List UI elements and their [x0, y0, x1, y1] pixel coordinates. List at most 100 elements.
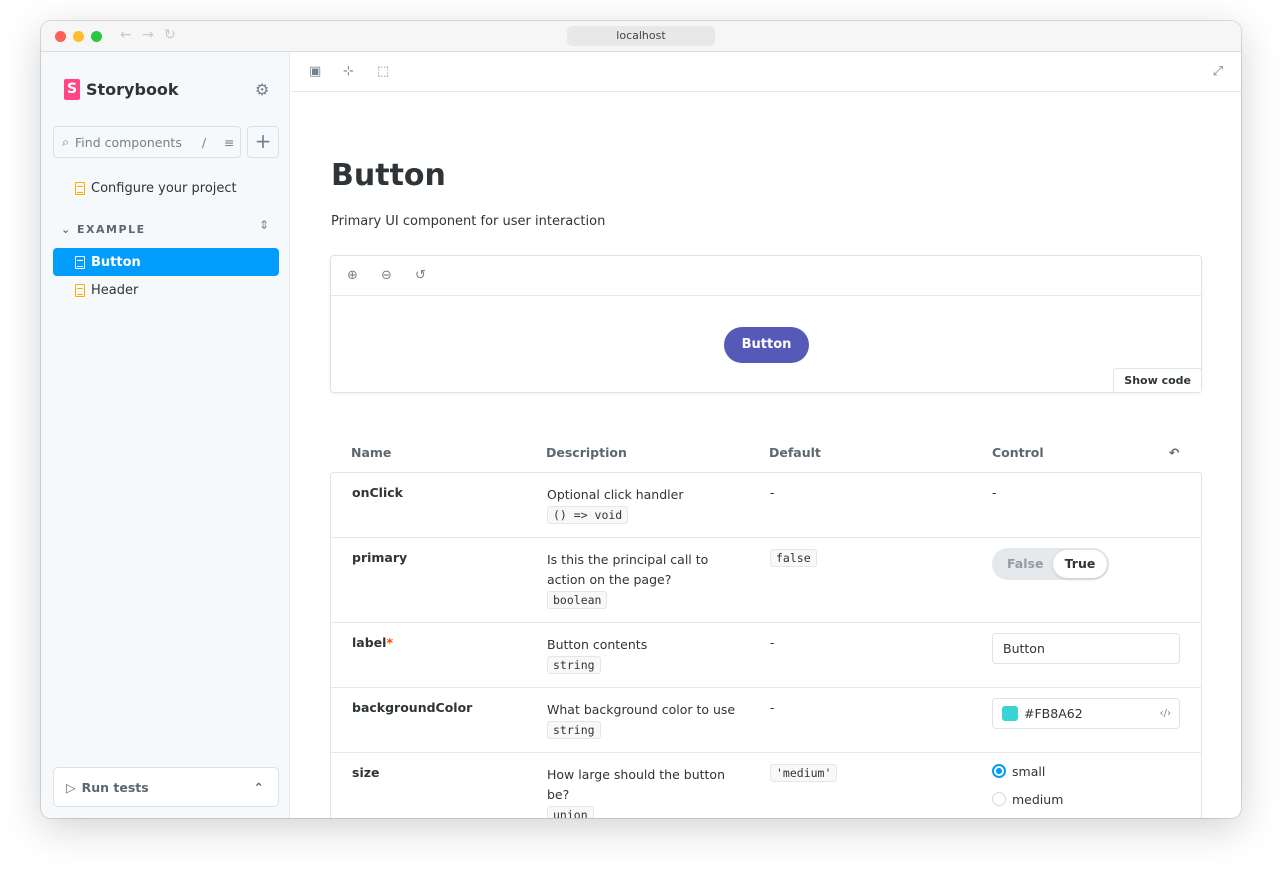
default-value: false [770, 549, 817, 567]
prop-name: primary [352, 550, 408, 565]
prop-default: - [770, 635, 775, 650]
toggle-false[interactable]: False [1007, 556, 1044, 571]
table-row: backgroundColor What background color to… [331, 688, 1201, 753]
close-window-button[interactable] [55, 31, 66, 42]
radio-unchecked[interactable] [992, 792, 1006, 806]
args-table: onClick Optional click handler () => void… [330, 472, 1202, 818]
outline-icon[interactable]: ⬚ [377, 64, 390, 79]
chevron-down-icon: ⌄ [61, 223, 78, 236]
address-bar[interactable]: localhost [567, 26, 715, 46]
search-input[interactable]: ⌕ Find components / ≡ [53, 126, 241, 158]
shortcut-hint: / [201, 134, 207, 150]
prop-name: size [352, 765, 380, 780]
label-input[interactable]: Button [992, 633, 1180, 664]
prop-type: string [547, 721, 601, 739]
item-label: Button [91, 254, 141, 270]
gear-icon[interactable]: ⚙ [255, 80, 270, 99]
maximize-window-button[interactable] [91, 31, 102, 42]
add-button[interactable]: + [247, 126, 279, 158]
sidebar-item-header[interactable]: Header [53, 276, 279, 304]
back-icon[interactable]: ← [120, 27, 132, 43]
prop-default: 'medium' [770, 764, 838, 782]
reset-controls-icon[interactable]: ↶ [1169, 445, 1180, 460]
forward-icon[interactable]: → [142, 27, 154, 43]
prop-description: What background color to use string [547, 700, 747, 740]
sidebar-item-button[interactable]: Button [53, 248, 279, 276]
run-tests-button[interactable]: ▷ Run tests ⌃ [53, 767, 279, 807]
prop-description: Button contents string [547, 635, 747, 675]
name-text: label [352, 635, 387, 650]
item-label: Configure your project [91, 180, 237, 196]
prop-default: - [770, 485, 775, 500]
header-description: Description [546, 445, 627, 460]
color-value: #FB8A62 [1024, 706, 1083, 721]
chevron-up-icon[interactable]: ⌃ [253, 779, 264, 795]
reload-icon[interactable]: ↻ [164, 27, 176, 43]
prop-type: string [547, 656, 601, 674]
reset-zoom-icon[interactable]: ↺ [415, 268, 426, 283]
document-icon [75, 283, 85, 297]
prop-description: Optional click handler () => void [547, 485, 747, 525]
prop-name: label* [352, 635, 393, 650]
run-tests-label: Run tests [81, 779, 149, 795]
zoom-out-icon[interactable]: ⊖ [381, 268, 392, 283]
boolean-toggle[interactable]: False True [992, 548, 1109, 580]
table-row: size How large should the button be? unio… [331, 753, 1201, 818]
show-code-button[interactable]: Show code [1113, 368, 1201, 392]
title-bar: ← → ↻ localhost [41, 21, 1241, 52]
group-example[interactable]: ⌄ EXAMPLE [61, 223, 146, 236]
prop-description: Is this the principal call to action on … [547, 550, 747, 610]
prop-default: - [770, 700, 775, 715]
header-default: Default [769, 445, 821, 460]
storybook-logo[interactable]: S Storybook [64, 79, 179, 100]
expand-collapse-icon[interactable]: ⇕ [259, 218, 270, 232]
preview-button[interactable]: Button [724, 327, 809, 363]
table-row: primary Is this the principal call to ac… [331, 538, 1201, 623]
radio-checked[interactable] [992, 764, 1006, 778]
required-marker: * [386, 635, 393, 650]
brand-name: Storybook [86, 80, 179, 99]
play-icon: ▷ [66, 779, 76, 795]
fullscreen-icon[interactable]: ⤢ [1212, 64, 1223, 79]
zoom-in-icon[interactable]: ⊕ [347, 268, 358, 283]
radio-medium[interactable]: medium [992, 785, 1063, 813]
preview-toolbar: ⊕ ⊖ ↺ [331, 256, 1201, 296]
size-radio-group: small medium [992, 757, 1063, 813]
color-swatch[interactable] [1002, 706, 1018, 721]
item-label: Header [91, 282, 139, 298]
radio-small[interactable]: small [992, 757, 1063, 785]
toggle-true[interactable]: True [1053, 550, 1107, 578]
filter-icon[interactable]: ≡ [224, 134, 235, 150]
radio-label: medium [1012, 791, 1064, 807]
toolbar: ▣ ⊹ ⬚ ⤢ [291, 52, 1241, 92]
prop-default: false [770, 549, 817, 567]
header-name: Name [351, 445, 392, 460]
search-placeholder: Find components [75, 134, 182, 150]
grid-icon[interactable]: ⊹ [343, 64, 354, 79]
prop-type: boolean [547, 591, 608, 609]
story-preview: ⊕ ⊖ ↺ Button Show code [330, 255, 1202, 393]
default-value: 'medium' [770, 764, 838, 782]
search-icon: ⌕ [62, 134, 70, 149]
description-text: What background color to use [547, 702, 736, 717]
description-text: Button contents [547, 637, 648, 652]
minimize-window-button[interactable] [73, 31, 84, 42]
document-icon [75, 181, 85, 195]
prop-type: () => void [547, 506, 629, 524]
table-row: label* Button contents string - Button [331, 623, 1201, 688]
prop-name: onClick [352, 485, 403, 500]
image-icon[interactable]: ▣ [309, 64, 322, 79]
table-row: onClick Optional click handler () => void… [331, 473, 1201, 538]
prop-type: union [547, 806, 594, 818]
description-text: Is this the principal call to action on … [547, 552, 709, 587]
sidebar-item-configure[interactable]: Configure your project [53, 174, 279, 202]
prop-control: - [992, 485, 997, 500]
storybook-icon: S [64, 79, 80, 100]
radio-label: small [1012, 763, 1046, 779]
page-title: Button [331, 158, 446, 193]
main-panel: ▣ ⊹ ⬚ ⤢ Button Primary UI component for … [291, 52, 1241, 818]
document-icon [75, 255, 85, 269]
color-input[interactable]: #FB8A62 ‹/› [992, 698, 1180, 729]
prop-description: How large should the button be? union [547, 765, 737, 818]
code-icon[interactable]: ‹/› [1159, 708, 1171, 719]
